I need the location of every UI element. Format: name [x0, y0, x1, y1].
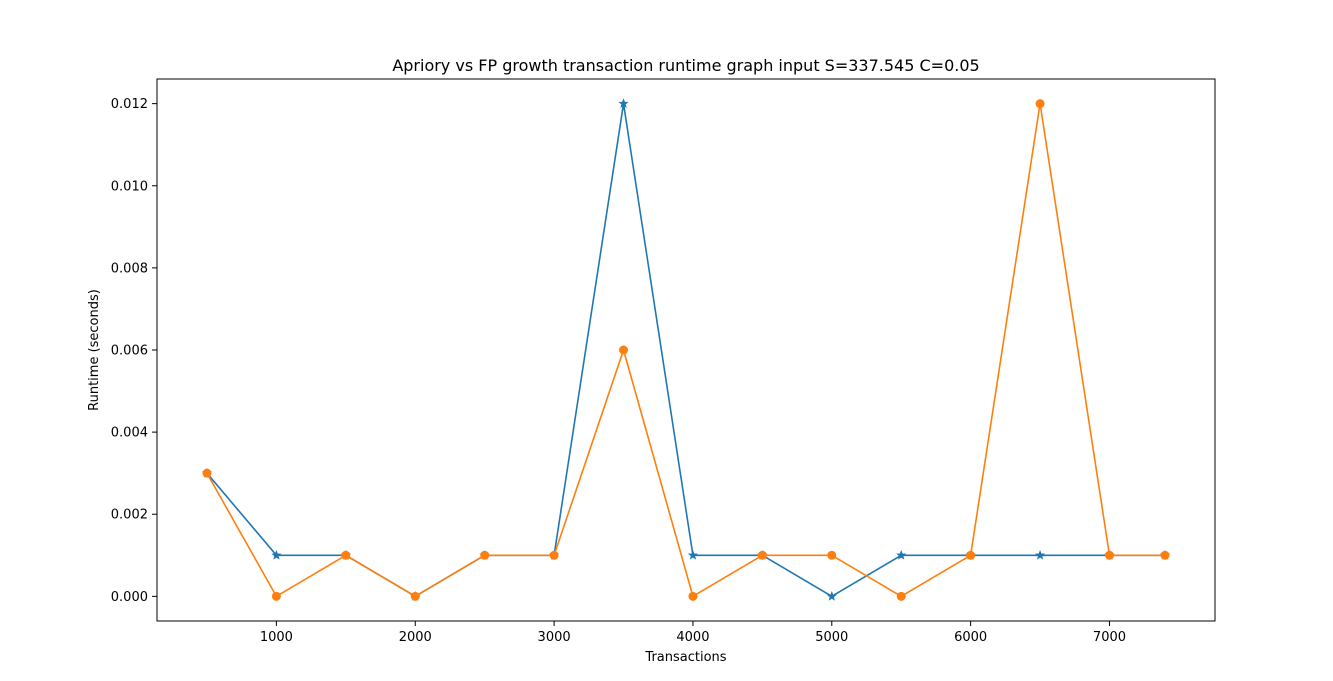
series-1-point	[1034, 549, 1046, 560]
y-axis-ticks: 0.000 0.002 0.004 0.006 0.008 0.010 0.012	[111, 97, 157, 605]
x-tick-label: 5000	[815, 630, 848, 645]
x-axis-label: Transactions	[644, 650, 726, 665]
series-2-point	[688, 591, 698, 601]
series-2-point	[549, 550, 559, 560]
series-2-point	[341, 550, 351, 560]
y-tick-label: 0.008	[111, 261, 148, 276]
y-tick-label: 0.010	[111, 179, 148, 194]
x-tick-label: 7000	[1093, 630, 1126, 645]
series-2-point	[827, 550, 837, 560]
series-2-point	[757, 550, 767, 560]
series-2-point	[271, 591, 281, 601]
series-1-point	[271, 549, 282, 560]
series-2	[202, 99, 1170, 601]
series-1-point	[896, 549, 907, 560]
series-2-point	[1035, 99, 1045, 109]
series-1-point	[826, 591, 837, 601]
x-tick-label: 3000	[538, 630, 571, 645]
series-2-point	[410, 591, 420, 601]
y-tick-label: 0.002	[111, 508, 148, 523]
series-1	[201, 98, 1171, 601]
y-tick-label: 0.012	[111, 97, 148, 112]
x-tick-label: 1000	[260, 630, 293, 645]
x-tick-label: 4000	[676, 630, 709, 645]
series-2-point	[480, 550, 490, 560]
series-1-line	[206, 102, 1166, 598]
y-axis-label: Runtime (seconds)	[87, 289, 102, 411]
series-2-point	[202, 468, 212, 478]
series-2-point	[966, 550, 976, 560]
series-2-line	[206, 102, 1166, 598]
plot-frame	[156, 78, 1216, 622]
x-tick-label: 2000	[399, 630, 432, 645]
series-1-point	[687, 549, 699, 560]
series-layer	[201, 98, 1171, 601]
series-2-point	[896, 591, 906, 601]
y-tick-label: 0.000	[111, 590, 148, 605]
y-tick-label: 0.006	[111, 344, 148, 359]
series-2-point	[619, 345, 629, 355]
y-tick-label: 0.004	[111, 426, 148, 441]
x-tick-label: 6000	[954, 630, 987, 645]
series-2-point	[1160, 550, 1170, 560]
series-2-point	[1104, 550, 1114, 560]
x-axis-ticks: 1000 2000 3000 4000 5000 6000 7000	[260, 621, 1126, 645]
chart-title: Apriory vs FP growth transaction runtime…	[392, 56, 979, 75]
series-1-point	[618, 98, 629, 108]
